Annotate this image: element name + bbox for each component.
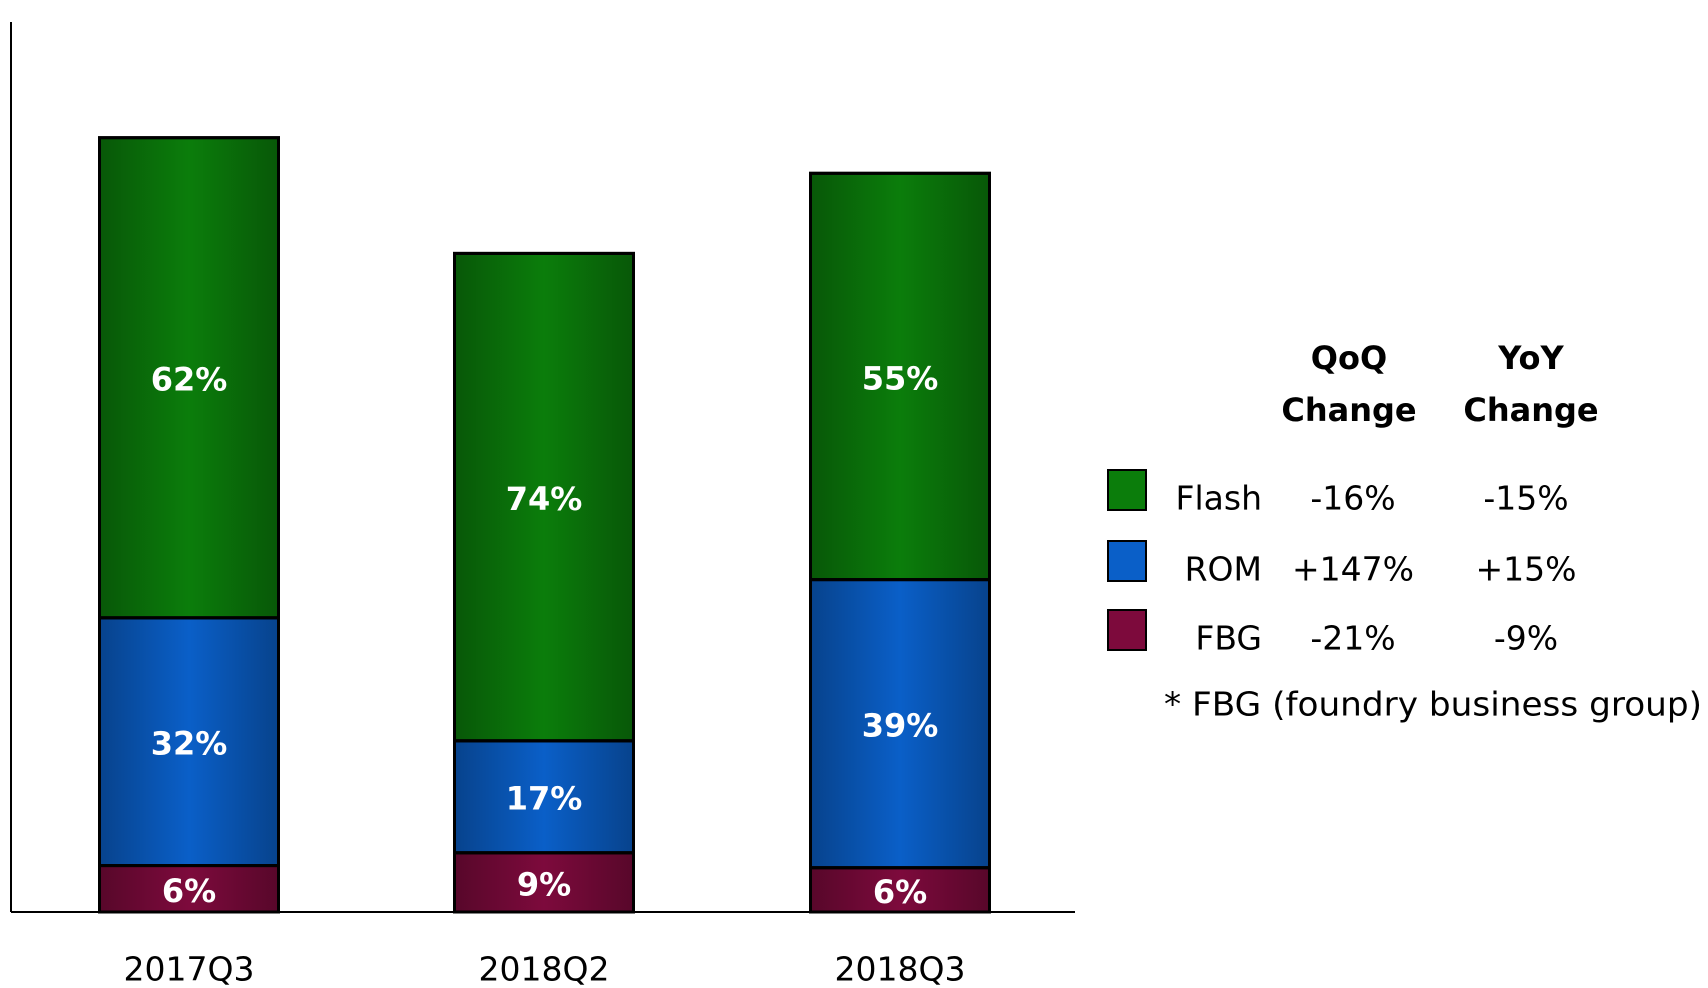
data-label: 6% bbox=[162, 872, 216, 910]
table-header: Change bbox=[1463, 391, 1598, 429]
yoy-change: -9% bbox=[1494, 619, 1558, 658]
bar-shade bbox=[809, 578, 991, 870]
table-header: YoY bbox=[1497, 339, 1564, 377]
bar-shade bbox=[453, 251, 635, 743]
legend-label: FBG bbox=[1195, 619, 1262, 658]
qoq-change: +147% bbox=[1292, 550, 1414, 589]
yoy-change: +15% bbox=[1476, 550, 1577, 589]
data-label: 17% bbox=[506, 780, 583, 818]
legend-swatch bbox=[1107, 469, 1147, 511]
table-header: Change bbox=[1281, 391, 1416, 429]
bar-shade bbox=[98, 136, 280, 620]
qoq-change: -21% bbox=[1310, 619, 1395, 658]
x-tick-label: 2018Q3 bbox=[835, 950, 966, 988]
data-label: 62% bbox=[151, 361, 228, 399]
qoq-change: -16% bbox=[1310, 479, 1395, 518]
x-tick-label: 2017Q3 bbox=[124, 950, 255, 988]
legend-swatch bbox=[1107, 540, 1147, 582]
data-label: 6% bbox=[873, 873, 927, 911]
data-label: 9% bbox=[517, 865, 571, 903]
data-label: 39% bbox=[862, 707, 939, 745]
data-label: 32% bbox=[151, 725, 228, 763]
bar-shade bbox=[98, 616, 280, 868]
table-header: QoQ bbox=[1311, 339, 1387, 377]
legend-label: Flash bbox=[1176, 479, 1262, 518]
yoy-change: -15% bbox=[1483, 479, 1568, 518]
data-label: 55% bbox=[862, 359, 939, 397]
x-tick-label: 2018Q2 bbox=[479, 950, 610, 988]
footnote: * FBG (foundry business group) bbox=[1164, 685, 1702, 724]
bar-shade bbox=[809, 866, 991, 914]
bar-shade bbox=[453, 851, 635, 914]
data-label: 74% bbox=[506, 480, 583, 518]
legend-label: ROM bbox=[1185, 550, 1262, 589]
legend-swatch bbox=[1107, 609, 1147, 651]
bar-shade bbox=[809, 171, 991, 582]
